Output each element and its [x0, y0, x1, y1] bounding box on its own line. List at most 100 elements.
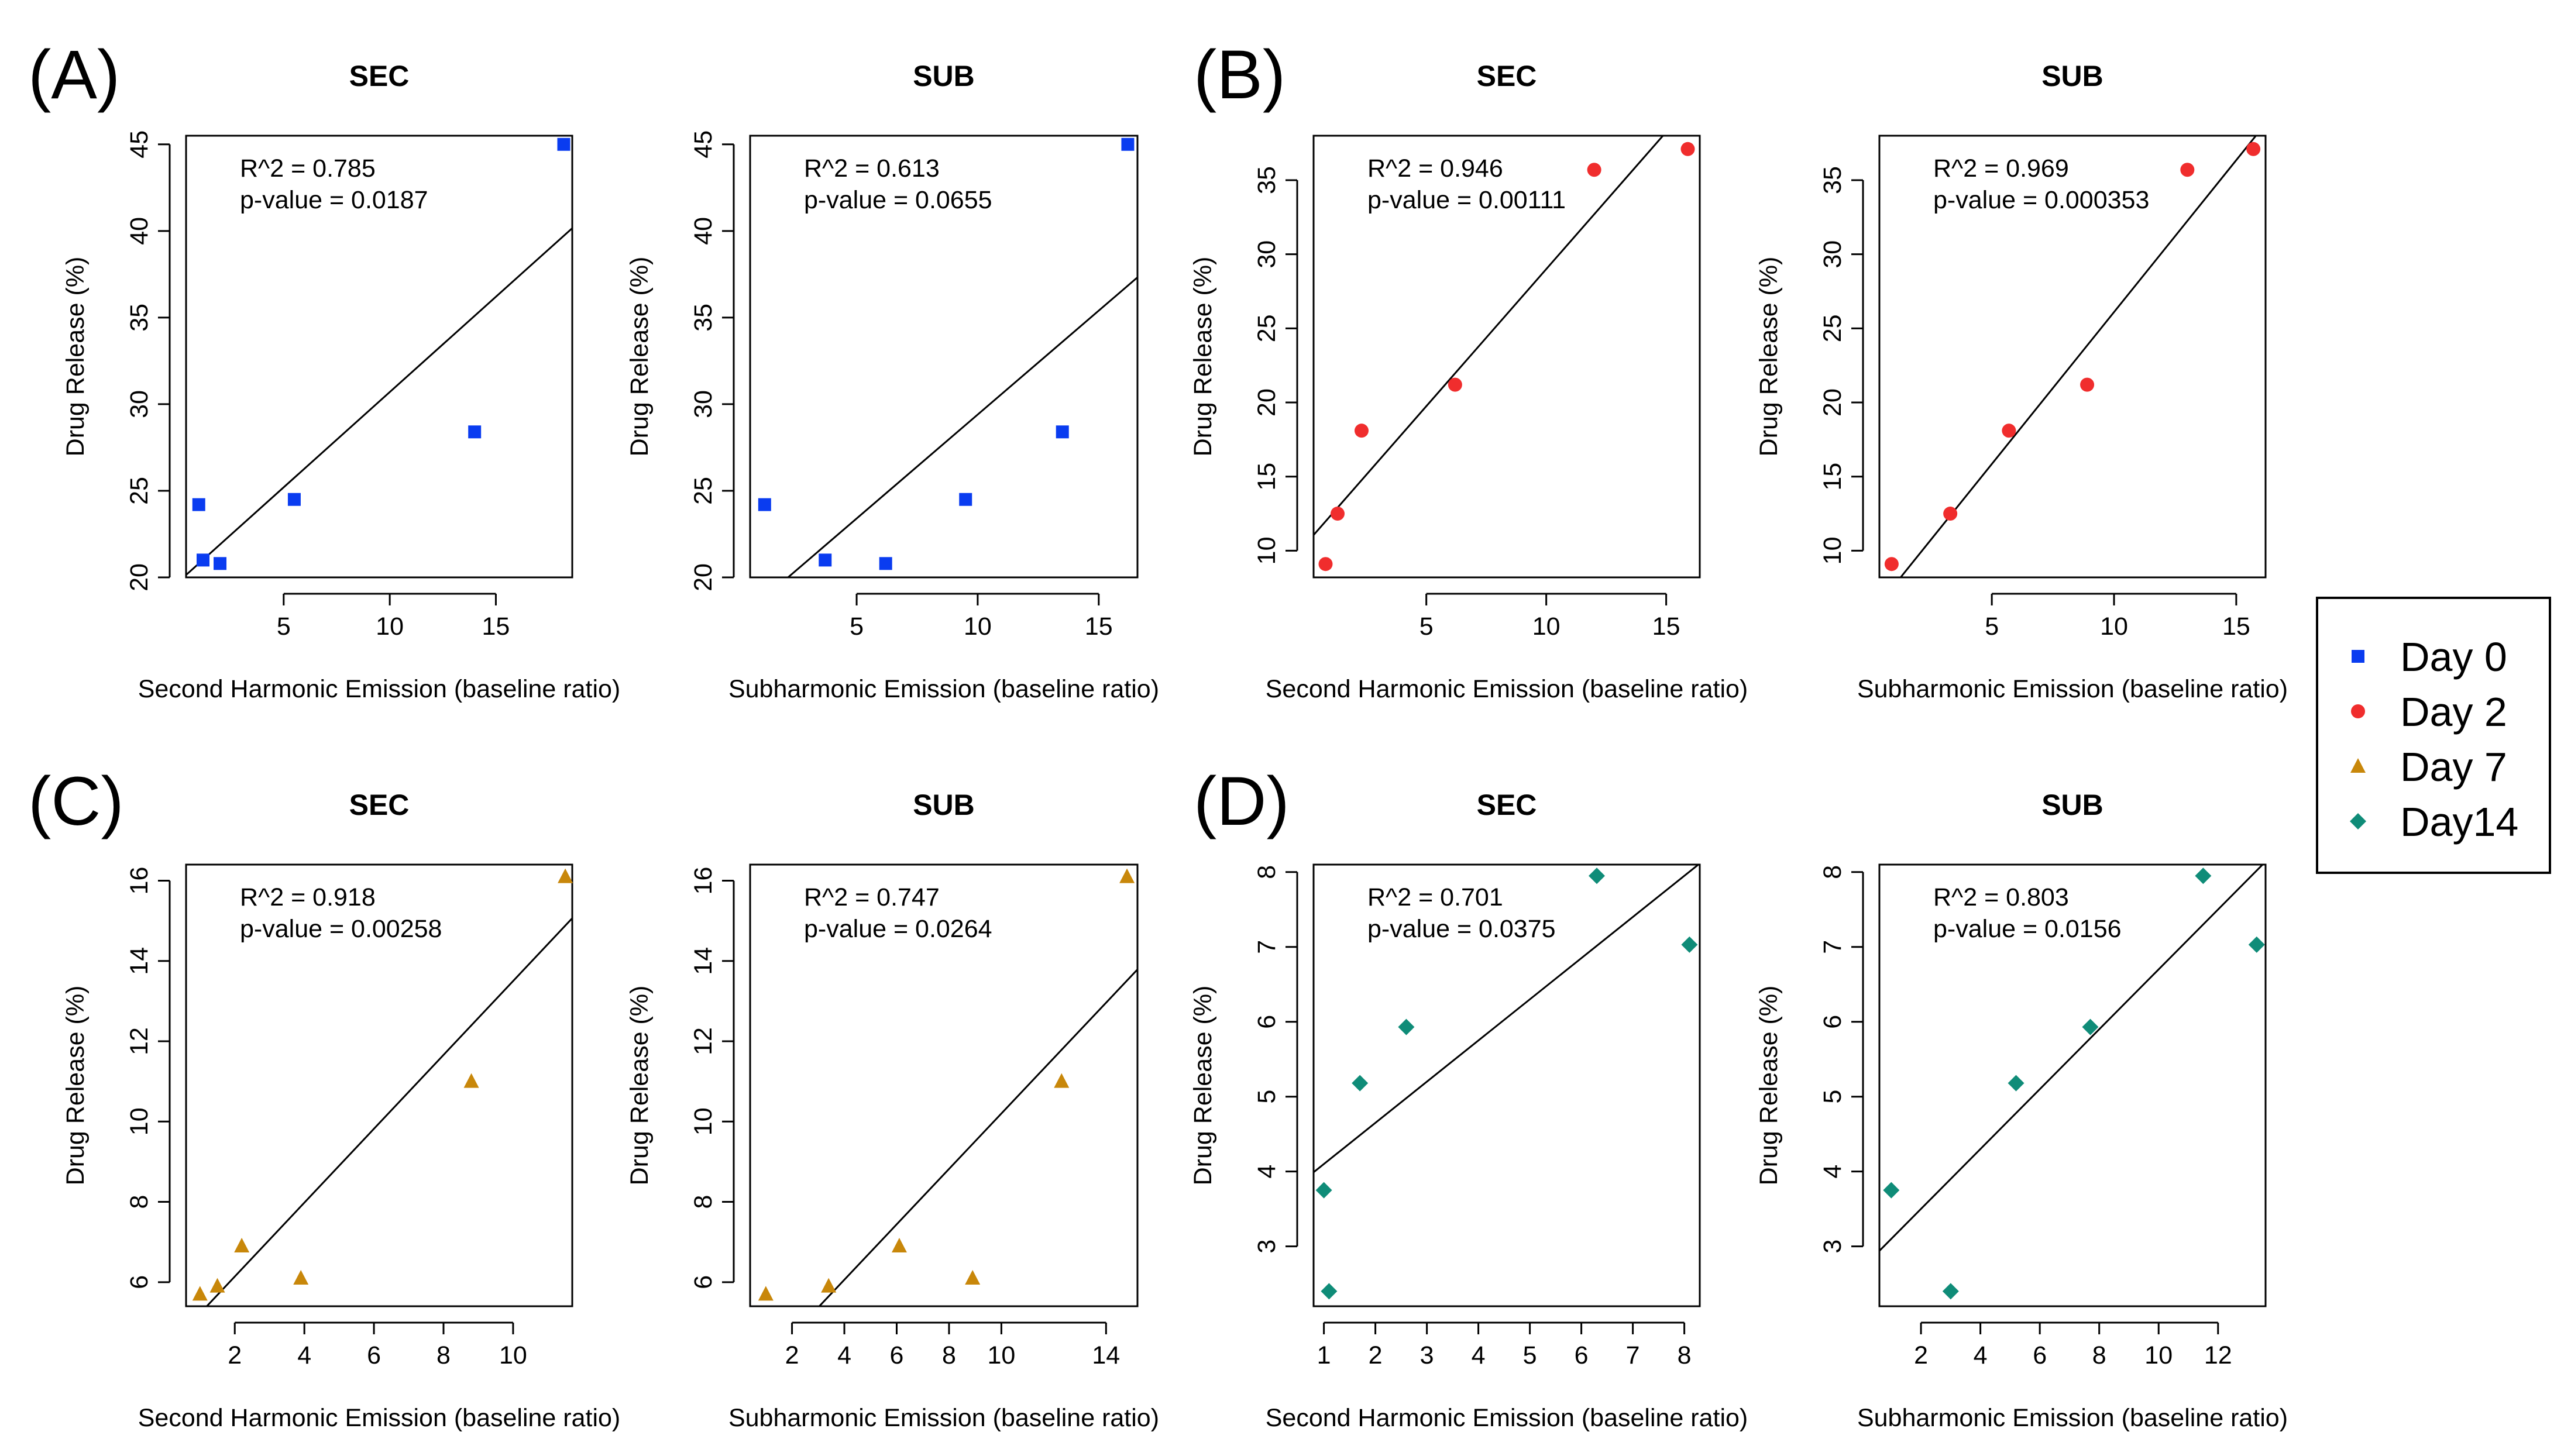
y-tick-label: 10 — [1819, 536, 1847, 564]
y-tick-label: 12 — [125, 1027, 153, 1055]
y-tick-label: 10 — [125, 1107, 153, 1135]
x-tick-label: 2 — [228, 1341, 242, 1369]
data-point — [234, 1238, 250, 1253]
x-tick-label: 15 — [2222, 612, 2250, 641]
y-tick-label: 7 — [1819, 940, 1847, 954]
plot-area — [818, 969, 1137, 1306]
x-tick-label: 3 — [1420, 1341, 1434, 1369]
y-tick-label: 16 — [689, 867, 717, 895]
data-point — [1318, 557, 1333, 572]
y-tick-label: 5 — [1819, 1090, 1847, 1104]
x-axis-label: Subharmonic Emission (baseline ratio) — [728, 675, 1159, 703]
plot-title: SEC — [1477, 789, 1537, 821]
x-tick-label: 8 — [436, 1341, 451, 1369]
x-tick-label: 10 — [376, 612, 404, 641]
panel-letter-b: (B) — [1194, 36, 1286, 113]
y-tick-label: 35 — [1819, 166, 1847, 194]
x-axis-label: Subharmonic Emission (baseline ratio) — [728, 1404, 1159, 1432]
legend-label: Day14 — [2400, 799, 2518, 845]
stats-annotation: R^2 = 0.747 — [804, 883, 940, 911]
data-point — [1680, 142, 1695, 156]
x-tick-label: 6 — [2033, 1341, 2047, 1369]
plot-frame — [1312, 863, 1701, 1307]
legend-label: Day 7 — [2400, 744, 2507, 790]
data-point — [758, 1286, 774, 1301]
scatter-plot: SUB 5 10 15 20 25 30 35 40 45 Subharmonic Emission… — [625, 60, 1159, 703]
data-point — [192, 498, 205, 511]
y-tick-label: 30 — [125, 390, 153, 418]
plot-frame — [749, 863, 1139, 1307]
y-tick-label: 8 — [1253, 865, 1281, 879]
y-tick-label: 4 — [1253, 1165, 1281, 1179]
y-tick-label: 35 — [689, 304, 717, 332]
data-point — [1119, 868, 1135, 883]
plot-frame — [185, 135, 573, 579]
x-tick-label: 5 — [277, 612, 291, 641]
stats-annotation: p-value = 0.0375 — [1367, 915, 1556, 943]
y-tick-label: 15 — [1819, 463, 1847, 491]
data-point — [1330, 507, 1345, 521]
legend-marker — [2351, 704, 2365, 718]
y-axis-label: Drug Release (%) — [625, 257, 654, 457]
data-point — [287, 493, 301, 506]
y-tick-label: 4 — [1819, 1165, 1847, 1179]
y-tick-label: 20 — [1819, 388, 1847, 417]
data-point — [2248, 936, 2265, 953]
data-point — [1352, 1075, 1369, 1092]
data-point — [758, 498, 771, 511]
data-point — [192, 1286, 208, 1301]
data-point — [1681, 936, 1698, 953]
regression-line — [1314, 136, 1665, 536]
y-tick-label: 25 — [1253, 314, 1281, 342]
regression-line — [1879, 865, 2264, 1252]
plot-area — [1899, 136, 2257, 577]
stats-annotation: p-value = 0.00111 — [1367, 186, 1566, 214]
y-tick-label: 3 — [1819, 1240, 1847, 1254]
y-tick-label: 14 — [125, 947, 153, 975]
data-point — [2246, 142, 2261, 156]
plot-title: SUB — [2041, 60, 2103, 92]
plot-area — [205, 917, 572, 1306]
y-tick-label: 40 — [125, 217, 153, 245]
data-point — [1589, 868, 1605, 884]
legend-marker — [2350, 758, 2366, 773]
y-tick-label: 30 — [689, 390, 717, 418]
plot-area — [1879, 865, 2264, 1252]
x-tick-label: 10 — [2144, 1341, 2173, 1369]
legend-item: Day 0 — [2352, 634, 2507, 680]
y-tick-label: 6 — [125, 1275, 153, 1289]
data-point — [959, 493, 972, 506]
x-axis-label: Subharmonic Emission (baseline ratio) — [1857, 675, 2288, 703]
legend: Day 0 Day 2 Day 7 Day14 — [2316, 597, 2551, 874]
x-tick-label: 15 — [1652, 612, 1680, 641]
y-axis-label: Drug Release (%) — [625, 986, 654, 1186]
scatter-plot: SEC 5 10 15 20 25 30 35 40 45 Second Harmonic Emis… — [61, 60, 620, 703]
stats-annotation: p-value = 0.000353 — [1933, 186, 2149, 214]
data-point — [197, 553, 210, 567]
regression-line — [786, 277, 1137, 577]
scatter-plot: SUB 2 4 6 8 10 14 6 8 10 12 14 16 Subharmonic Emissio… — [625, 789, 1159, 1432]
stats-annotation: R^2 = 0.969 — [1933, 154, 2069, 183]
data-point — [2008, 1075, 2025, 1092]
data-point — [209, 1278, 225, 1293]
stats-annotation: R^2 = 0.918 — [240, 883, 376, 911]
y-tick-label: 5 — [1253, 1090, 1281, 1104]
scatter-plot: SUB 5 10 15 10 15 20 25 30 35 Subharmonic Emission… — [1755, 60, 2288, 703]
x-tick-label: 4 — [297, 1341, 311, 1369]
y-tick-label: 6 — [1819, 1015, 1847, 1029]
y-axis-label: Drug Release (%) — [1189, 986, 1217, 1186]
plot-area — [1314, 136, 1665, 536]
x-tick-label: 15 — [482, 612, 510, 641]
stats-annotation: p-value = 0.0187 — [240, 186, 428, 214]
x-tick-label: 10 — [987, 1341, 1015, 1369]
data-point — [1587, 163, 1601, 177]
y-tick-label: 30 — [1819, 240, 1847, 269]
regression-line — [186, 227, 572, 576]
x-tick-label: 1 — [1317, 1341, 1331, 1369]
x-tick-label: 10 — [1532, 612, 1561, 641]
x-tick-label: 15 — [1085, 612, 1113, 641]
y-tick-label: 25 — [689, 477, 717, 505]
x-tick-label: 8 — [1678, 1341, 1692, 1369]
x-tick-label: 2 — [1369, 1341, 1383, 1369]
